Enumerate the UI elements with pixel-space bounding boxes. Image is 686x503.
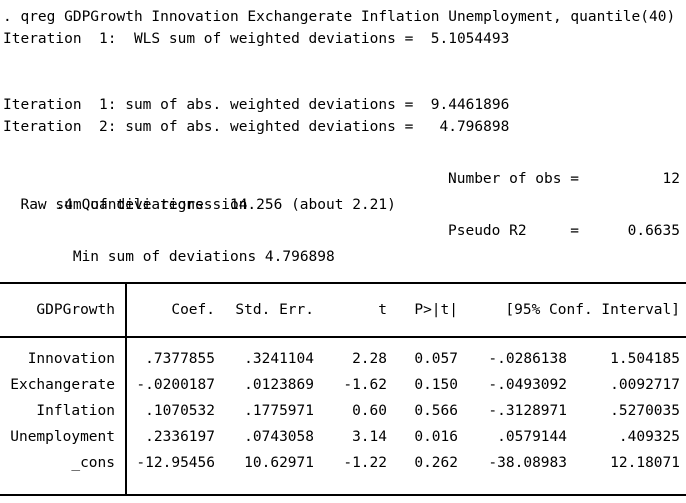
coef-value: .1070532 [145, 403, 215, 419]
pseudo-r2-value: 0.6635 [627, 223, 680, 239]
command-line: . qreg GDPGrowth Innovation Exchangerate… [3, 9, 676, 25]
pseudo-r2-label: Pseudo R2 = [448, 223, 579, 239]
table-header-row: GDPGrowth Coef. Std. Err. t P>|t| [95% C… [0, 284, 686, 336]
coef-value: -12.95456 [136, 455, 215, 471]
std-err-value: 10.62971 [244, 455, 314, 471]
variable-name: Inflation [36, 403, 115, 419]
number-of-obs-value: 12 [662, 171, 680, 187]
std-err-value: .1775971 [244, 403, 314, 419]
stata-results-window: . qreg GDPGrowth Innovation Exchangerate… [0, 0, 686, 265]
number-of-obs-label: Number of obs = [448, 171, 579, 187]
table-row-inflation: Inflation .1070532 .1775971 0.60 0.566 -… [0, 398, 686, 424]
quantile-regression-title: .4 Quantile regression [55, 197, 248, 213]
raw-sum-of-deviations-line: Raw sum of deviations 14.256 (about 2.21… [3, 197, 396, 213]
ci-high-value: 12.18071 [610, 455, 680, 471]
std-err-value: .0743058 [244, 429, 314, 445]
t-column-header: t [378, 302, 387, 318]
iteration-line-1: Iteration 1: sum of abs. weighted deviat… [3, 97, 510, 113]
ci-high-value: .409325 [618, 429, 680, 445]
min-sum-of-deviations-line: Min sum of deviations 4.796898 Pseudo R2… [3, 218, 686, 265]
p-value: 0.150 [414, 377, 458, 393]
variable-name: _cons [71, 455, 115, 471]
ci-high-value: .0092717 [610, 377, 680, 393]
iteration-line-wls: Iteration 1: WLS sum of weighted deviati… [3, 31, 510, 47]
p-value: 0.016 [414, 429, 458, 445]
summary-title-line: .4 Quantile regression Number of obs = 1… [3, 166, 686, 213]
blank-lines [3, 50, 686, 94]
p-value: 0.262 [414, 455, 458, 471]
table-header-separator [0, 336, 686, 338]
variable-name: Innovation [27, 351, 115, 367]
ci-low-value: .0579144 [497, 429, 567, 445]
ci-low-value: -.0493092 [488, 377, 567, 393]
variable-name: Exchangerate [10, 377, 115, 393]
p-value: 0.566 [414, 403, 458, 419]
variable-name: Unemployment [10, 429, 115, 445]
min-sum-text: Min sum of deviations 4.796898 [55, 249, 335, 265]
dependent-variable-header: GDPGrowth [36, 302, 115, 318]
ci-low-value: -.3128971 [488, 403, 567, 419]
t-value: 2.28 [352, 351, 387, 367]
t-value: -1.62 [343, 377, 387, 393]
ci-high-value: 1.504185 [610, 351, 680, 367]
table-row-exchangerate: Exchangerate -.0200187 .0123869 -1.62 0.… [0, 372, 686, 398]
table-body: Innovation .7377855 .3241104 2.28 0.057 … [0, 338, 686, 494]
t-value: 3.14 [352, 429, 387, 445]
coef-column-header: Coef. [171, 302, 215, 318]
ci-high-value: .5270035 [610, 403, 680, 419]
iteration-line-2: Iteration 2: sum of abs. weighted deviat… [3, 119, 510, 135]
p-column-header: P>|t| [414, 302, 458, 318]
p-value: 0.057 [414, 351, 458, 367]
table-row-cons: _cons -12.95456 10.62971 -1.22 0.262 -38… [0, 450, 686, 476]
ci-low-value: -38.08983 [488, 455, 567, 471]
coef-value: -.0200187 [136, 377, 215, 393]
table-row-innovation: Innovation .7377855 .3241104 2.28 0.057 … [0, 346, 686, 372]
ci-column-header: [95% Conf. Interval] [505, 302, 680, 318]
t-value: -1.22 [343, 455, 387, 471]
t-value: 0.60 [352, 403, 387, 419]
table-vertical-divider [125, 284, 127, 494]
std-err-value: .3241104 [244, 351, 314, 367]
coef-value: .7377855 [145, 351, 215, 367]
regression-table: GDPGrowth Coef. Std. Err. t P>|t| [95% C… [0, 282, 686, 496]
std-err-value: .0123869 [244, 377, 314, 393]
ci-low-value: -.0286138 [488, 351, 567, 367]
std-err-column-header: Std. Err. [235, 302, 314, 318]
regression-summary: .4 Quantile regression Number of obs = 1… [3, 166, 686, 265]
coef-value: .2336197 [145, 429, 215, 445]
table-row-unemployment: Unemployment .2336197 .0743058 3.14 0.01… [0, 424, 686, 450]
